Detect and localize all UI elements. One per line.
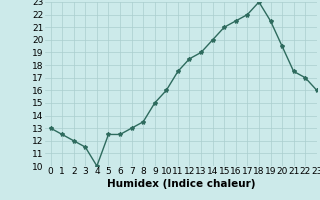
X-axis label: Humidex (Indice chaleur): Humidex (Indice chaleur) xyxy=(107,179,255,189)
